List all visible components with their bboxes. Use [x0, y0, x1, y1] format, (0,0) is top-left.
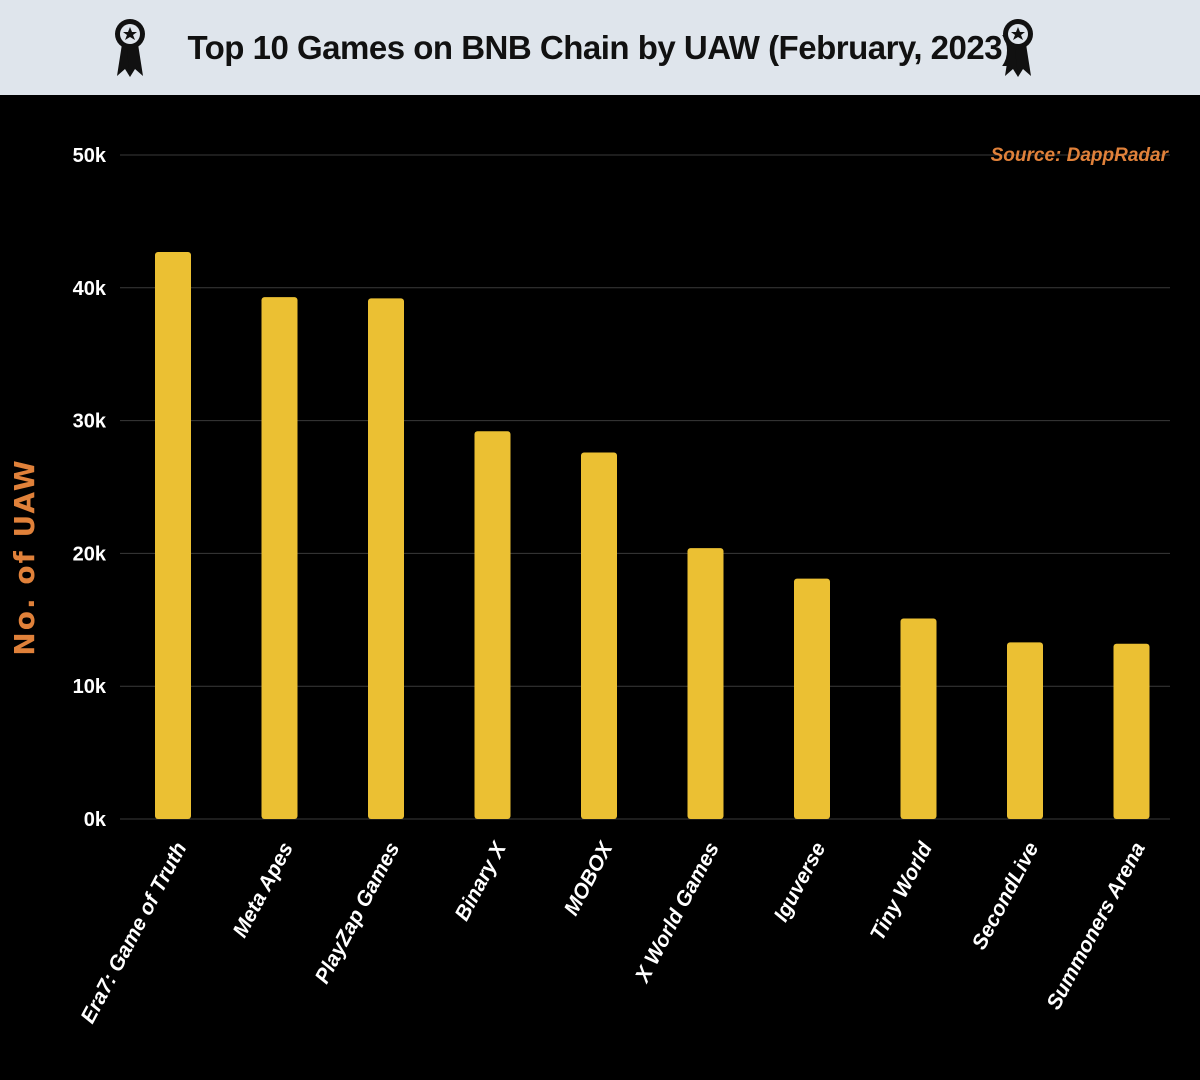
y-tick-label: 10k: [73, 676, 107, 698]
bar: [474, 431, 511, 819]
bar: [900, 618, 937, 819]
bar: [687, 548, 724, 819]
bar: [368, 298, 404, 819]
x-category-label: Summoners Arena: [1042, 838, 1150, 1013]
y-tick-label: 20k: [73, 543, 107, 565]
award-ribbon-icon: [1003, 19, 1033, 77]
chart-title: Top 10 Games on BNB Chain by UAW (Februa…: [187, 28, 1013, 66]
bars: [155, 251, 1150, 820]
x-category-label: Iguverse: [770, 838, 831, 925]
bar: [1007, 642, 1043, 819]
x-axis-labels: Era7: Game of Truth Meta Apes PlayZap Game…: [77, 837, 1151, 1027]
source-note: Source: DappRadar: [991, 145, 1170, 166]
y-tick-label: 40k: [73, 278, 107, 300]
award-ribbon-icon: [115, 19, 145, 77]
bar: [581, 452, 617, 819]
y-tick-label: 0k: [84, 809, 107, 831]
y-axis-label: No. of UAW: [8, 458, 41, 655]
bar: [1113, 643, 1150, 819]
title-banner: Top 10 Games on BNB Chain by UAW (Februa…: [0, 0, 1200, 95]
x-category-label: MOBOX: [560, 837, 618, 920]
y-tick-label: 30k: [73, 411, 107, 433]
bar: [155, 251, 191, 820]
bar: [261, 297, 298, 819]
x-category-label: Meta Apes: [229, 839, 298, 942]
x-category-label: PlayZap Games: [311, 839, 405, 988]
y-axis-ticks: 0k 10k 20k 30k 40k 50k: [73, 145, 107, 831]
x-category-label: Era7: Game of Truth: [77, 839, 192, 1028]
y-tick-label: 50k: [73, 145, 107, 167]
bar: [794, 578, 830, 819]
x-category-label: Tiny World: [866, 838, 937, 945]
x-category-label: Binary X: [451, 837, 512, 925]
bar-chart: 0k 10k 20k 30k 40k 50k Era7: Game of Truth Met…: [8, 145, 1170, 1027]
x-category-label: SecondLive: [968, 838, 1044, 953]
x-category-label: X World Games: [630, 839, 723, 987]
